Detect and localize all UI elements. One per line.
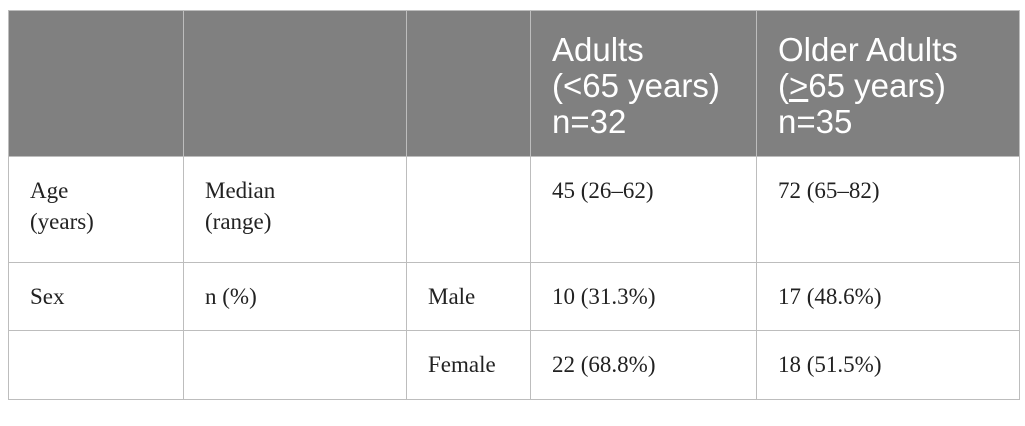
row-older-value: 18 (51.5%): [756, 330, 1020, 400]
row-label-unit: (years): [30, 209, 94, 234]
header-older-title: Older Adults: [778, 31, 958, 68]
row-stat: Median: [205, 178, 276, 203]
header-adults-count: n=32: [552, 103, 627, 140]
row-label: Age: [30, 178, 69, 203]
row-label-cell: Sex: [8, 262, 184, 331]
row-label-cell: Age (years): [8, 156, 184, 263]
header-empty-cell: [183, 10, 407, 157]
row-category-cell: Female: [406, 330, 531, 400]
row-older-value: 72 (65–82): [756, 156, 1020, 263]
table-row: Age (years) Median (range) 45 (26–62) 72…: [8, 156, 1020, 263]
row-category-cell: [406, 156, 531, 263]
header-older-age-range: (>65 years): [778, 68, 1003, 104]
row-stat-cell: [183, 330, 407, 400]
row-adults-value: 10 (31.3%): [530, 262, 757, 331]
table-row: Female 22 (68.8%) 18 (51.5%): [8, 330, 1020, 400]
header-adults-title: Adults: [552, 31, 644, 68]
header-older-age-text: 65 years): [808, 67, 946, 104]
row-older-value: 17 (48.6%): [756, 262, 1020, 331]
table-header-row: Adults (<65 years) n=32 Older Adults (>6…: [8, 10, 1020, 157]
header-adults: Adults (<65 years) n=32: [530, 10, 757, 157]
row-adults-value: 45 (26–62): [530, 156, 757, 263]
row-stat-cell: n (%): [183, 262, 407, 331]
header-older-adults: Older Adults (>65 years) n=35: [756, 10, 1020, 157]
header-older-ge-symbol: >: [789, 67, 809, 104]
header-older-open-paren: (: [778, 67, 789, 104]
header-empty-cell: [406, 10, 531, 157]
header-empty-cell: [8, 10, 184, 157]
row-stat-cell: Median (range): [183, 156, 407, 263]
header-adults-age-range: (<65 years): [552, 67, 720, 104]
header-older-count: n=35: [778, 103, 853, 140]
demographics-table: Adults (<65 years) n=32 Older Adults (>6…: [8, 10, 1020, 400]
row-stat-detail: (range): [205, 209, 272, 234]
row-adults-value: 22 (68.8%): [530, 330, 757, 400]
row-label-cell: [8, 330, 184, 400]
row-category-cell: Male: [406, 262, 531, 331]
table-row: Sex n (%) Male 10 (31.3%) 17 (48.6%): [8, 262, 1020, 331]
